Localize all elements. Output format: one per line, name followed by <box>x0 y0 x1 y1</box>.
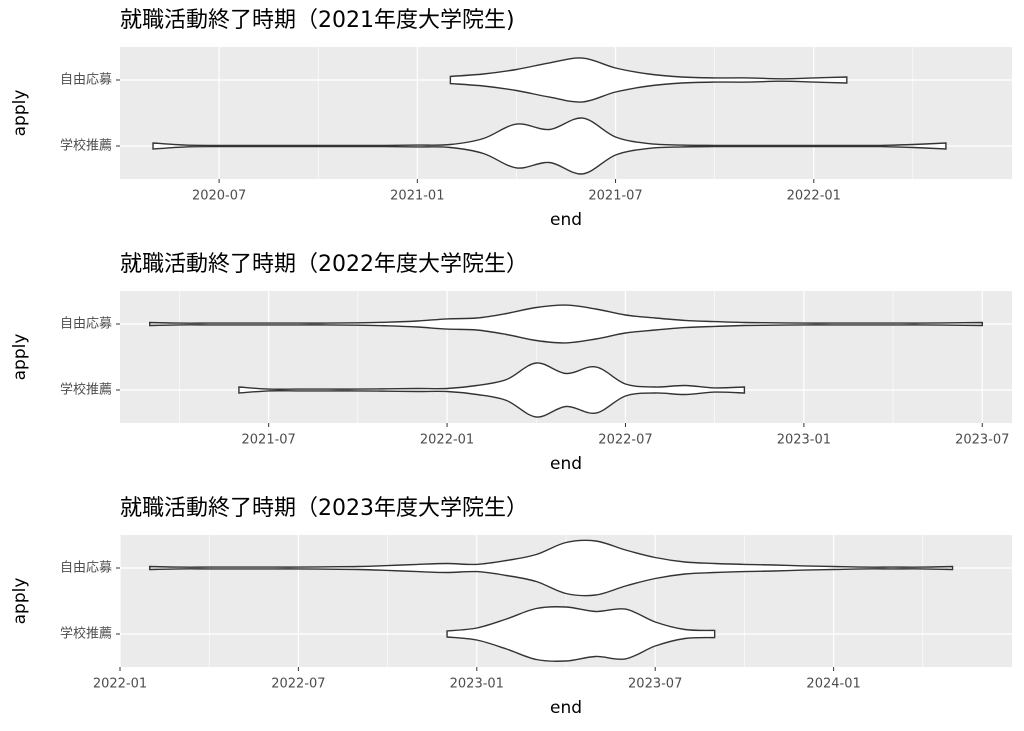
x-tick-label: 2023-07 <box>955 433 1009 448</box>
y-axis-title: apply <box>10 578 30 625</box>
violin <box>149 539 954 597</box>
x-axis-title: end <box>550 210 582 230</box>
chart-title: 就職活動終了時期（2021年度大学院生) <box>120 8 515 33</box>
x-axis-title: end <box>550 698 582 718</box>
violin <box>149 304 983 344</box>
y-axis-title: apply <box>10 334 30 381</box>
x-axis-title: end <box>550 454 582 474</box>
x-tick-label: 2021-07 <box>588 189 642 204</box>
x-tick-label: 2020-07 <box>192 189 246 204</box>
x-tick-label: 2022-01 <box>420 433 474 448</box>
x-tick-label: 2023-01 <box>450 677 504 692</box>
chart-title: 就職活動終了時期（2023年度大学院生） <box>120 496 528 521</box>
x-tick-label: 2024-01 <box>806 677 860 692</box>
y-tick-label: 学校推薦 <box>60 626 112 642</box>
x-tick-label: 2022-01 <box>787 189 841 204</box>
y-tick-label: 自由応募 <box>60 73 112 88</box>
violin <box>238 362 746 418</box>
violin <box>446 606 716 662</box>
chart-title: 就職活動終了時期（2022年度大学院生） <box>120 252 528 277</box>
y-tick-label: 学校推薦 <box>60 382 112 398</box>
x-tick-label: 2021-01 <box>390 189 444 204</box>
violin <box>449 57 848 103</box>
y-tick-label: 自由応募 <box>60 317 112 332</box>
x-tick-label: 2022-07 <box>271 677 325 692</box>
x-tick-label: 2022-01 <box>93 677 147 692</box>
y-axis-title: apply <box>10 90 30 137</box>
y-tick-label: 学校推薦 <box>60 138 112 154</box>
x-tick-label: 2021-07 <box>242 433 296 448</box>
x-tick-label: 2023-07 <box>628 677 682 692</box>
x-tick-label: 2022-07 <box>598 433 652 448</box>
x-tick-label: 2023-01 <box>777 433 831 448</box>
violin <box>152 117 947 175</box>
y-tick-label: 自由応募 <box>60 561 112 576</box>
